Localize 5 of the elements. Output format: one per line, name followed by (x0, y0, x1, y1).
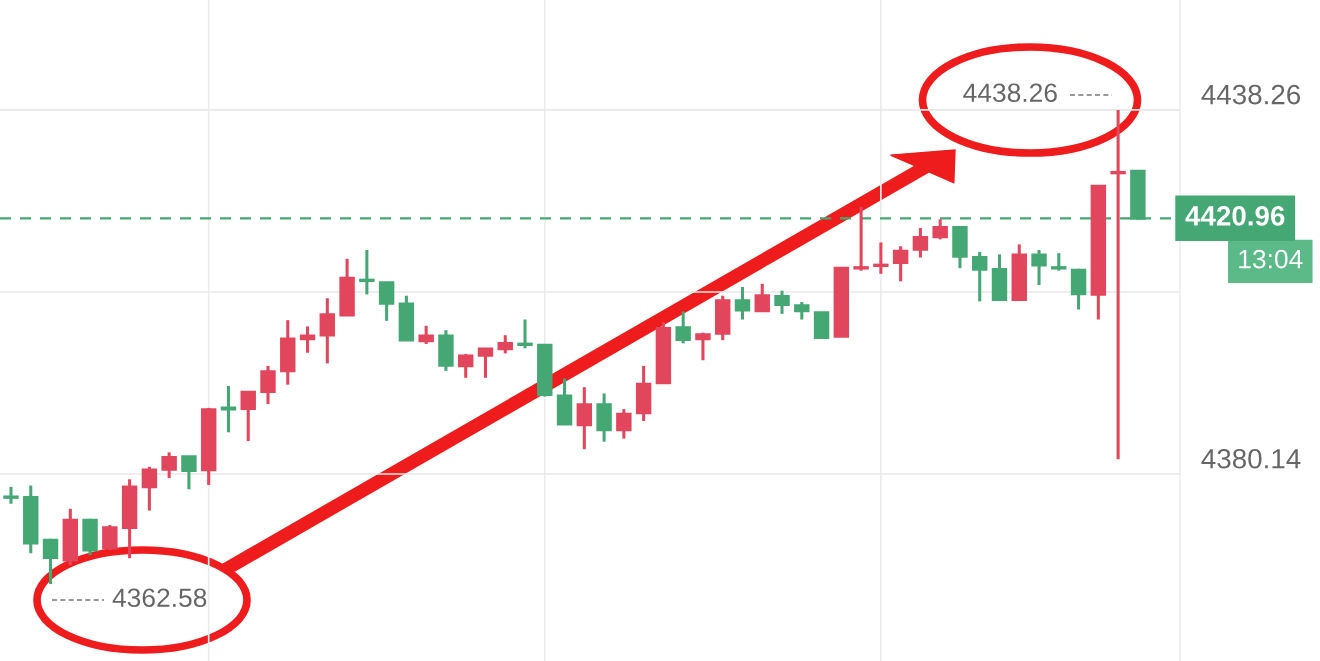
ref-line-label: 4420.96 (1185, 206, 1285, 226)
annotation: 4438.26 (963, 83, 1057, 103)
annotation: 4362.58 (112, 588, 207, 608)
y-tick-label: 4380.14 (1201, 448, 1301, 469)
text: 13:04 (1239, 249, 1303, 269)
